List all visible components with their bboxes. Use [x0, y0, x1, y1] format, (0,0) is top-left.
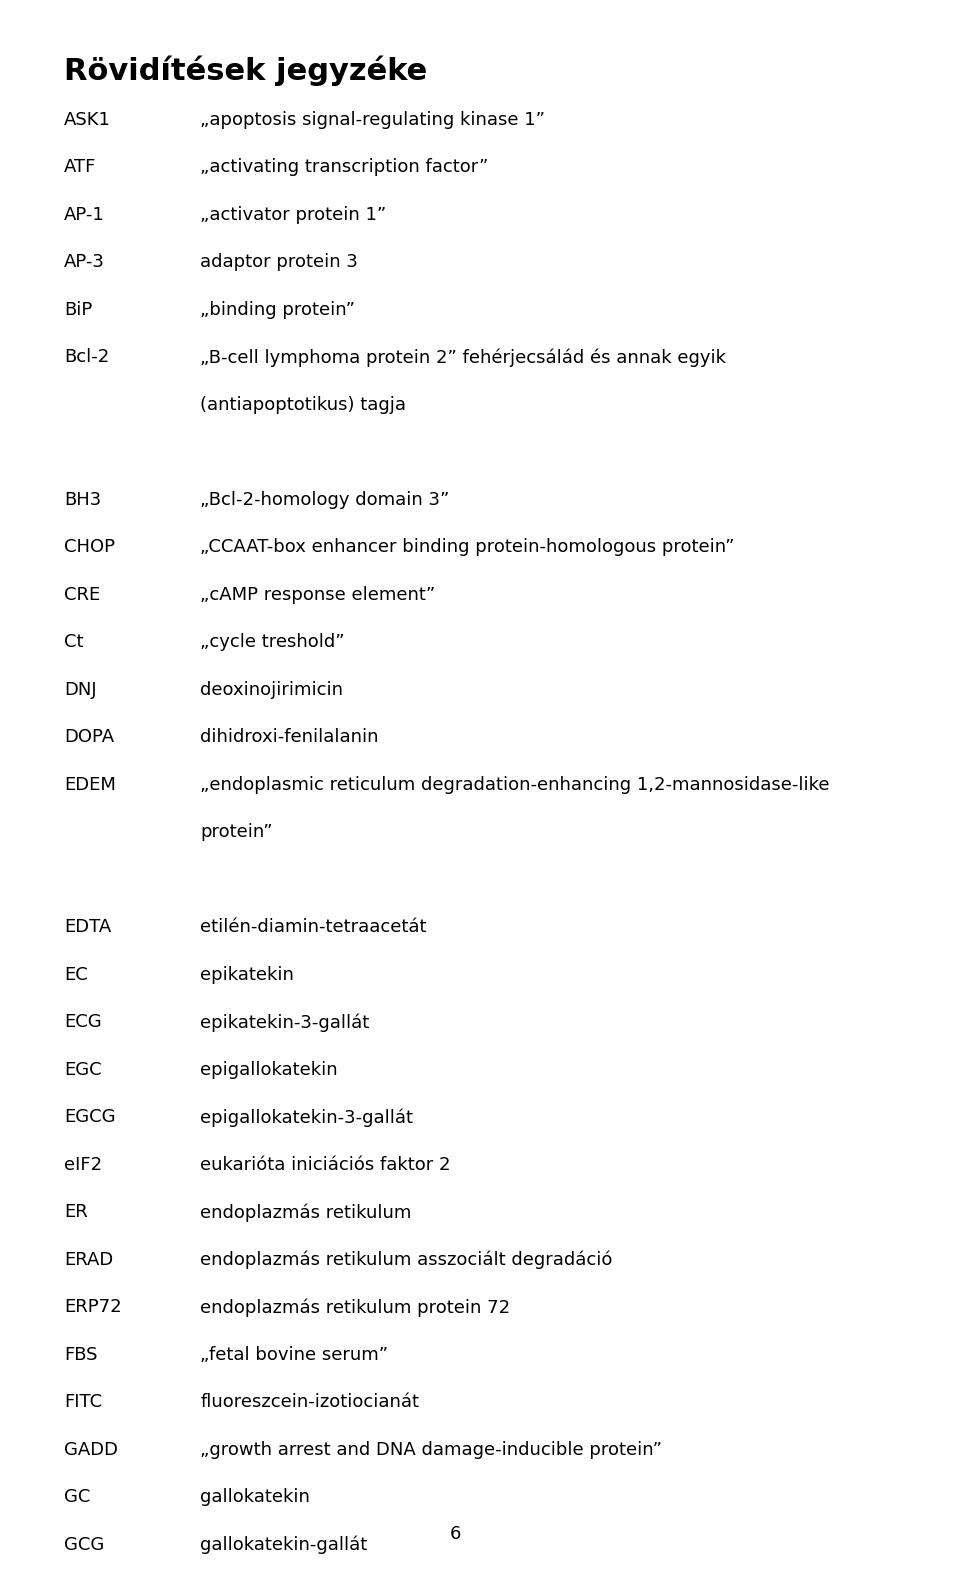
Text: endoplazmás retikulum asszociált degradáció: endoplazmás retikulum asszociált degradá… [201, 1251, 612, 1270]
Text: GCG: GCG [63, 1536, 104, 1553]
Text: adaptor protein 3: adaptor protein 3 [201, 253, 358, 271]
Text: EDTA: EDTA [63, 918, 111, 936]
Text: GADD: GADD [63, 1441, 118, 1458]
Text: „endoplasmic reticulum degradation-enhancing 1,2-mannosidase-like: „endoplasmic reticulum degradation-enhan… [201, 776, 829, 793]
Text: deoxinojirimicin: deoxinojirimicin [201, 681, 344, 698]
Text: gallokatekin-gallát: gallokatekin-gallát [201, 1536, 368, 1555]
Text: eukarióta iniciációs faktor 2: eukarióta iniciációs faktor 2 [201, 1156, 451, 1173]
Text: AP-3: AP-3 [63, 253, 105, 271]
Text: FBS: FBS [63, 1346, 97, 1363]
Text: „CCAAT-box enhancer binding protein-homologous protein”: „CCAAT-box enhancer binding protein-homo… [201, 538, 735, 556]
Text: Ct: Ct [63, 633, 84, 651]
Text: endoplazmás retikulum protein 72: endoplazmás retikulum protein 72 [201, 1298, 511, 1317]
Text: „activating transcription factor”: „activating transcription factor” [201, 158, 489, 176]
Text: epigallokatekin: epigallokatekin [201, 1061, 338, 1078]
Text: AP-1: AP-1 [63, 206, 105, 223]
Text: EGCG: EGCG [63, 1108, 115, 1126]
Text: fluoreszcein-izotiocianát: fluoreszcein-izotiocianát [201, 1393, 420, 1410]
Text: (antiapoptotikus) tagja: (antiapoptotikus) tagja [201, 396, 406, 413]
Text: epigallokatekin-3-gallát: epigallokatekin-3-gallát [201, 1108, 414, 1127]
Text: CHOP: CHOP [63, 538, 115, 556]
Text: etilén-diamin-tetraacetát: etilén-diamin-tetraacetát [201, 918, 427, 936]
Text: „cAMP response element”: „cAMP response element” [201, 586, 436, 603]
Text: GC: GC [63, 1488, 90, 1505]
Text: BH3: BH3 [63, 491, 101, 508]
Text: BiP: BiP [63, 301, 92, 318]
Text: „apoptosis signal-regulating kinase 1”: „apoptosis signal-regulating kinase 1” [201, 111, 545, 128]
Text: EC: EC [63, 966, 87, 983]
Text: ATF: ATF [63, 158, 96, 176]
Text: EGC: EGC [63, 1061, 102, 1078]
Text: „growth arrest and DNA damage-inducible protein”: „growth arrest and DNA damage-inducible … [201, 1441, 662, 1458]
Text: 6: 6 [449, 1526, 461, 1543]
Text: ERAD: ERAD [63, 1251, 113, 1268]
Text: ER: ER [63, 1203, 87, 1220]
Text: „fetal bovine serum”: „fetal bovine serum” [201, 1346, 389, 1363]
Text: FITC: FITC [63, 1393, 102, 1410]
Text: CRE: CRE [63, 586, 100, 603]
Text: Rövidítések jegyzéke: Rövidítések jegyzéke [63, 55, 427, 85]
Text: ASK1: ASK1 [63, 111, 110, 128]
Text: epikatekin: epikatekin [201, 966, 295, 983]
Text: gallokatekin: gallokatekin [201, 1488, 310, 1505]
Text: endoplazmás retikulum: endoplazmás retikulum [201, 1203, 412, 1222]
Text: dihidroxi-fenilalanin: dihidroxi-fenilalanin [201, 728, 379, 746]
Text: „Bcl-2-homology domain 3”: „Bcl-2-homology domain 3” [201, 491, 449, 508]
Text: „B-cell lymphoma protein 2” fehérjecsálád és annak egyik: „B-cell lymphoma protein 2” fehérjecsálá… [201, 348, 727, 367]
Text: DNJ: DNJ [63, 681, 96, 698]
Text: ECG: ECG [63, 1013, 102, 1031]
Text: ERP72: ERP72 [63, 1298, 121, 1315]
Text: epikatekin-3-gallát: epikatekin-3-gallát [201, 1013, 370, 1032]
Text: DOPA: DOPA [63, 728, 114, 746]
Text: EDEM: EDEM [63, 776, 115, 793]
Text: „binding protein”: „binding protein” [201, 301, 355, 318]
Text: eIF2: eIF2 [63, 1156, 102, 1173]
Text: „cycle treshold”: „cycle treshold” [201, 633, 345, 651]
Text: protein”: protein” [201, 823, 273, 841]
Text: Bcl-2: Bcl-2 [63, 348, 109, 366]
Text: „activator protein 1”: „activator protein 1” [201, 206, 387, 223]
